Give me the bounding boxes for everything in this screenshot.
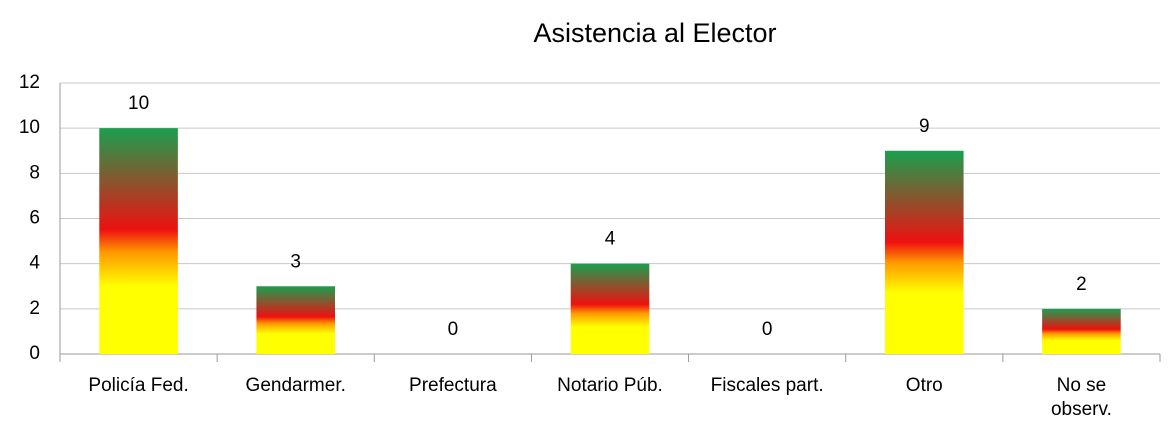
x-tick-label: Gendarmer. [245, 375, 346, 396]
data-label: 10 [128, 93, 149, 114]
y-tick-label: 8 [29, 162, 40, 183]
bar [1042, 308, 1121, 354]
data-label: 0 [762, 319, 773, 340]
x-tick-label: Otro [905, 375, 943, 396]
data-label: 9 [919, 116, 930, 137]
x-tick-label: Fiscales part. [710, 375, 824, 396]
y-tick-label: 2 [29, 298, 40, 319]
data-label: 0 [448, 319, 459, 340]
y-tick-label: 0 [29, 343, 40, 364]
x-tick-label: Policía Fed. [88, 375, 189, 396]
y-tick-label: 10 [19, 117, 40, 138]
y-tick-label: 4 [29, 253, 40, 274]
bar [99, 128, 178, 354]
bar [570, 263, 650, 354]
bar [885, 150, 964, 354]
y-tick-label: 6 [29, 208, 40, 229]
x-tick-label: Prefectura [409, 375, 497, 396]
bar [256, 286, 335, 354]
data-label: 3 [290, 251, 301, 272]
y-tick-label: 12 [19, 72, 40, 93]
x-tick-label: Notario Púb. [557, 375, 663, 396]
data-label: 2 [1076, 274, 1087, 295]
chart-title: Asistencia al Elector [533, 18, 776, 48]
x-tick-label: No se observ. [1050, 375, 1112, 420]
data-label: 4 [605, 229, 616, 250]
